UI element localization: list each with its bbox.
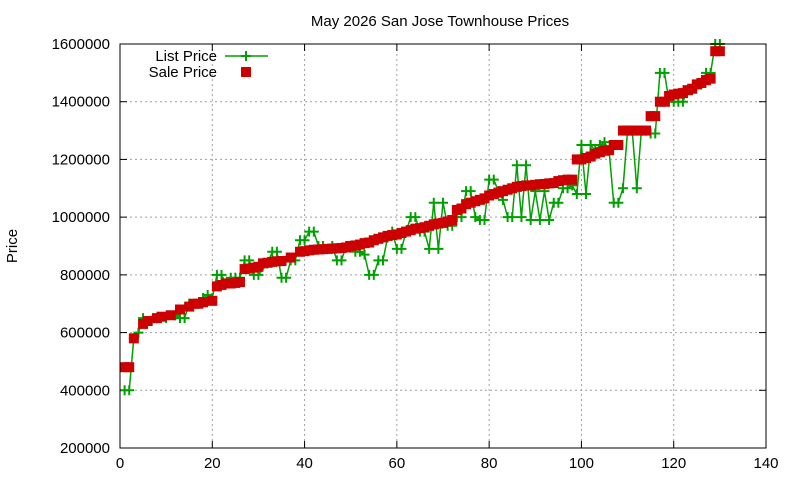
series-layer — [119, 39, 725, 396]
y-tick-label: 1400000 — [52, 94, 110, 111]
data-point-list-price — [617, 183, 628, 194]
data-point-list-price — [581, 189, 592, 200]
data-point-list-price — [650, 128, 661, 139]
legend-marker-list-price — [241, 51, 251, 61]
x-tick-label: 100 — [569, 455, 594, 472]
data-point-list-price — [281, 272, 292, 283]
y-tick-label: 800000 — [60, 267, 110, 284]
series-sale-price — [119, 46, 725, 373]
axis-ticks: 200000 400000 600000 800000 1000000 1200000 14… — [52, 36, 779, 472]
x-tick-label: 120 — [661, 455, 686, 472]
data-point-list-price — [378, 255, 389, 266]
data-point-list-price — [438, 197, 448, 208]
data-point-list-price — [424, 243, 435, 254]
data-point-list-price — [216, 269, 227, 280]
data-point-sale-price — [705, 73, 716, 84]
data-point-list-price — [368, 269, 379, 280]
y-axis-label: Price — [4, 229, 21, 263]
data-point-list-price — [479, 215, 490, 226]
data-point-sale-price — [285, 252, 296, 263]
y-tick-label: 400000 — [60, 382, 110, 399]
data-point-list-price — [271, 246, 282, 257]
data-point-list-price — [576, 140, 587, 150]
data-point-list-price — [553, 197, 564, 208]
data-point-sale-price — [714, 46, 725, 57]
data-point-list-price — [410, 212, 421, 223]
legend-marker-sale-price — [241, 67, 251, 77]
data-point-list-price — [308, 226, 319, 237]
legend-label-list-price: List Price — [155, 48, 217, 65]
data-point-sale-price — [128, 333, 139, 344]
data-point-sale-price — [165, 310, 176, 321]
y-tick-label: 1600000 — [52, 36, 110, 53]
data-point-sale-price — [156, 311, 167, 322]
data-point-sale-price — [650, 111, 661, 122]
data-point-sale-price — [276, 256, 287, 267]
data-point-list-price — [433, 243, 444, 254]
x-tick-label: 140 — [753, 455, 778, 472]
data-point-list-price — [488, 174, 499, 185]
data-point-list-price — [359, 249, 370, 260]
y-tick-label: 600000 — [60, 325, 110, 342]
legend-label-sale-price: Sale Price — [149, 64, 217, 81]
data-point-list-price — [336, 255, 347, 266]
data-point-sale-price — [198, 297, 209, 308]
x-tick-label: 40 — [296, 455, 313, 472]
y-tick-label: 200000 — [60, 440, 110, 457]
data-point-list-price — [521, 160, 532, 171]
data-point-sale-price — [207, 295, 218, 306]
data-point-sale-price — [234, 277, 245, 288]
chart-title: May 2026 San Jose Townhouse Prices — [311, 13, 569, 30]
legend-swatch-list-price — [225, 51, 268, 61]
data-point-list-price — [507, 212, 518, 223]
plot-frame — [119, 43, 767, 449]
data-point-list-price — [631, 183, 642, 194]
data-point-sale-price — [659, 96, 670, 107]
data-point-sale-price — [613, 140, 624, 150]
data-point-list-price — [659, 67, 670, 78]
data-point-sale-price — [447, 215, 458, 226]
data-point-list-price — [571, 189, 582, 200]
data-point-sale-price — [567, 174, 578, 185]
legend-swatch-sale-price — [241, 67, 251, 77]
x-tick-label: 60 — [389, 455, 406, 472]
data-point-sale-price — [142, 316, 153, 327]
data-point-list-price — [396, 243, 407, 254]
data-point-sale-price — [641, 125, 652, 136]
data-point-list-price — [613, 197, 624, 208]
x-tick-label: 80 — [481, 455, 498, 472]
y-tick-label: 1000000 — [52, 209, 110, 226]
data-point-sale-price — [124, 362, 135, 373]
x-tick-label: 20 — [204, 455, 221, 472]
data-point-list-price — [299, 235, 310, 246]
data-point-list-price — [544, 215, 555, 226]
data-point-list-price — [511, 160, 522, 171]
data-point-list-price — [534, 215, 545, 226]
data-point-sale-price — [174, 304, 185, 315]
data-point-list-price — [428, 197, 439, 208]
data-point-list-price — [516, 212, 527, 223]
data-point-sale-price — [604, 145, 615, 156]
data-point-list-price — [179, 313, 190, 324]
x-tick-label: 0 — [116, 455, 124, 472]
legend: List Price Sale Price — [149, 48, 268, 81]
y-tick-label: 1200000 — [52, 151, 110, 168]
data-point-list-price — [465, 186, 476, 197]
data-point-list-price — [585, 140, 596, 150]
data-point-list-price — [525, 215, 536, 226]
data-point-list-price — [124, 385, 135, 396]
